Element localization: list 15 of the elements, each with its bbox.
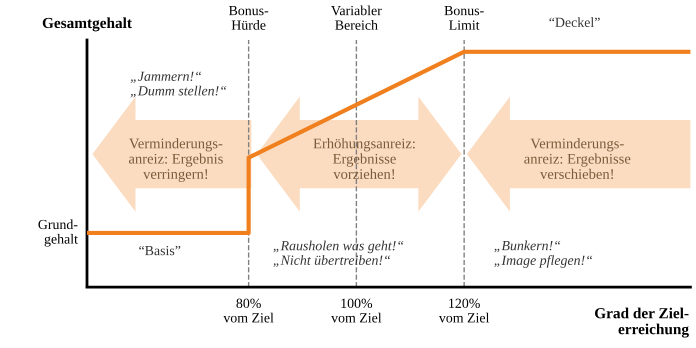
annotation: „Bunkern!“ „Image pflegen!“ (494, 240, 592, 268)
y-axis-title: Gesamtgehalt (42, 17, 132, 32)
annotation: “Basis” (139, 246, 180, 256)
annotation: „Jammern!“ „Dumm stellen!“ (130, 72, 226, 98)
x-tick-label: 120% vom Ziel (438, 298, 490, 323)
ref-line-label: Variabler Bereich (331, 5, 382, 30)
text: “Deckel” (549, 17, 600, 28)
ref-line-label: Bonus- Hürde (228, 6, 268, 30)
x-tick-label: 80% vom Ziel (223, 298, 274, 323)
x-axis-title: Grad der Ziel- erreichung (595, 308, 689, 338)
annotation: Verminderungs- anreiz: Ergebnis verringern! (128, 138, 223, 182)
text: Grund- gehalt (38, 219, 78, 247)
ref-line-label: Bonus- Limit (444, 6, 484, 30)
x-tick-label: 100% vom Ziel (331, 298, 382, 323)
annotation: Verminderungs- anreiz: Ergebnisse verschieben! (524, 138, 630, 180)
